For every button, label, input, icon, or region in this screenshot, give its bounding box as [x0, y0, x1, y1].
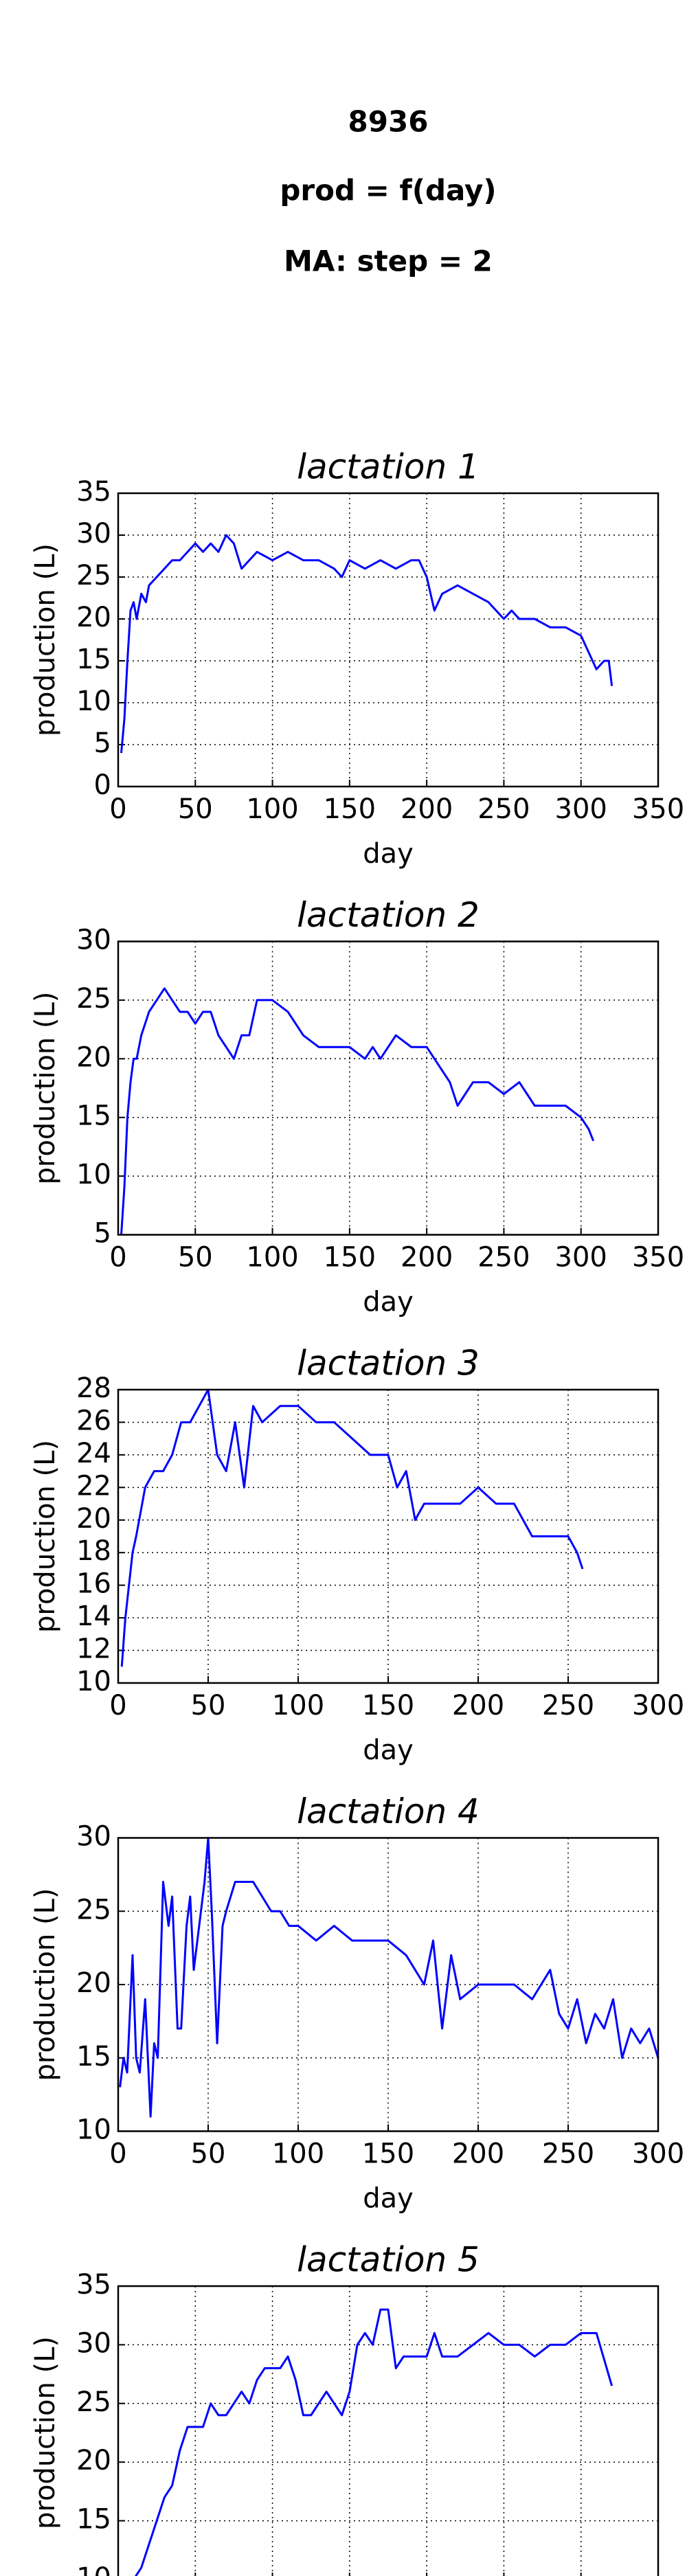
y-tick-label: 20 — [76, 1503, 111, 1535]
plot-frame — [117, 940, 660, 1236]
x-tick-label: 50 — [191, 2138, 226, 2170]
x-tick-label: 100 — [272, 1690, 324, 1721]
subplot-title: lactation 3 — [297, 1344, 480, 1383]
y-tick-label: 10 — [76, 2114, 111, 2146]
y-axis-label: production (L) — [30, 2336, 61, 2529]
x-tick-label: 250 — [542, 2138, 594, 2170]
y-tick-label: 10 — [76, 2562, 111, 2576]
y-tick-label: 25 — [76, 1894, 111, 1925]
plot-frame — [117, 1837, 660, 2132]
x-tick-label: 250 — [477, 793, 530, 825]
subplot: lactation 4 0 50 100 150 200 250 300 10 15 20 25 30 d… — [30, 1792, 684, 2215]
y-tick-label: 12 — [76, 1634, 111, 1665]
subplot: lactation 5010203040506070101520253035da… — [30, 2240, 660, 2576]
y-tick-label: 14 — [76, 1601, 111, 1632]
y-tick-label: 25 — [76, 560, 111, 591]
x-tick-label: 0 — [109, 1242, 126, 1274]
y-tick-label: 15 — [76, 2504, 111, 2535]
figure-subtitle: prod = f(day) — [280, 174, 496, 207]
x-tick-label: 50 — [178, 1242, 213, 1274]
x-axis-label: day — [363, 2183, 414, 2215]
y-axis-label: production (L) — [30, 992, 61, 1185]
x-tick-label: 300 — [632, 2138, 684, 2170]
x-tick-label: 350 — [632, 1242, 684, 1274]
y-tick-label: 5 — [94, 727, 111, 759]
x-tick-label: 200 — [401, 793, 453, 825]
y-tick-label: 16 — [76, 1568, 111, 1600]
y-tick-label: 30 — [76, 1821, 111, 1853]
y-axis-label: production (L) — [30, 1888, 61, 2081]
y-tick-label: 28 — [76, 1372, 111, 1404]
subplot-title: lactation 4 — [297, 1792, 480, 1831]
y-tick-label: 30 — [76, 925, 111, 956]
y-tick-label: 5 — [94, 1218, 111, 1250]
subplot-title: lactation 5 — [297, 2240, 480, 2280]
y-tick-label: 10 — [76, 1666, 111, 1697]
x-tick-label: 150 — [324, 793, 376, 825]
subplot: lactation 30 50 100 150 200 250 30010121416182… — [30, 1344, 684, 1767]
y-axis-label: production (L) — [30, 1440, 61, 1633]
subplot: lactation 2 0 50 100 150 200 250 300 350 5 10 15 20 2… — [30, 895, 684, 1318]
x-tick-label: 200 — [401, 1242, 453, 1274]
x-tick-label: 200 — [452, 1690, 504, 1721]
figure-subtitle: MA: step = 2 — [284, 245, 493, 278]
x-tick-label: 100 — [246, 793, 298, 825]
subplot: lactation 1 0 50 100 150 200 250 300 350 0 5 10 15 20… — [30, 447, 684, 870]
y-tick-label: 24 — [76, 1438, 111, 1469]
figure-title: 8936 — [348, 105, 429, 139]
x-axis-label: day — [363, 838, 414, 870]
y-tick-label: 20 — [76, 2445, 111, 2476]
x-tick-label: 0 — [109, 2138, 126, 2170]
x-tick-label: 50 — [178, 793, 213, 825]
data-line — [120, 534, 613, 754]
plot-frame — [117, 2285, 660, 2576]
y-tick-label: 15 — [76, 2041, 111, 2072]
y-tick-label: 30 — [76, 518, 111, 550]
x-tick-label: 50 — [191, 1690, 226, 1721]
y-tick-label: 15 — [76, 644, 111, 675]
x-tick-label: 100 — [246, 1242, 298, 1274]
x-tick-label: 100 — [272, 2138, 324, 2170]
y-tick-label: 22 — [76, 1470, 111, 1502]
x-axis-label: day — [363, 1735, 414, 1766]
y-tick-label: 10 — [76, 686, 111, 717]
subplot-title: lactation 2 — [297, 895, 480, 935]
x-tick-label: 300 — [632, 1690, 684, 1721]
y-tick-label: 20 — [76, 1967, 111, 1999]
x-tick-label: 250 — [477, 1242, 530, 1274]
data-line — [119, 1837, 660, 2118]
x-tick-label: 300 — [555, 1242, 607, 1274]
x-tick-label: 150 — [362, 1690, 414, 1721]
y-tick-label: 30 — [76, 2327, 111, 2359]
x-tick-label: 250 — [542, 1690, 594, 1721]
y-tick-label: 25 — [76, 983, 111, 1015]
y-tick-label: 20 — [76, 1041, 111, 1073]
y-tick-label: 35 — [76, 2269, 111, 2301]
y-tick-label: 26 — [76, 1405, 111, 1436]
y-tick-label: 18 — [76, 1535, 111, 1567]
y-tick-label: 15 — [76, 1100, 111, 1132]
x-tick-label: 0 — [109, 793, 126, 825]
y-tick-label: 0 — [94, 769, 111, 801]
x-tick-label: 200 — [452, 2138, 504, 2170]
x-tick-label: 150 — [324, 1242, 376, 1274]
x-tick-label: 0 — [109, 1690, 126, 1721]
y-tick-label: 10 — [76, 1159, 111, 1190]
x-axis-label: day — [363, 1287, 414, 1318]
subplot-title: lactation 1 — [297, 447, 480, 487]
plot-frame — [117, 492, 660, 788]
data-line — [120, 987, 595, 1235]
y-tick-label: 25 — [76, 2386, 111, 2418]
y-tick-label: 20 — [76, 602, 111, 633]
data-line — [134, 2308, 613, 2576]
data-line — [120, 1388, 584, 1667]
x-tick-label: 350 — [632, 793, 684, 825]
y-axis-label: production (L) — [30, 543, 61, 736]
y-tick-label: 35 — [76, 476, 111, 508]
x-tick-label: 300 — [555, 793, 607, 825]
plot-frame — [117, 1388, 660, 1684]
x-tick-label: 150 — [362, 2138, 414, 2170]
